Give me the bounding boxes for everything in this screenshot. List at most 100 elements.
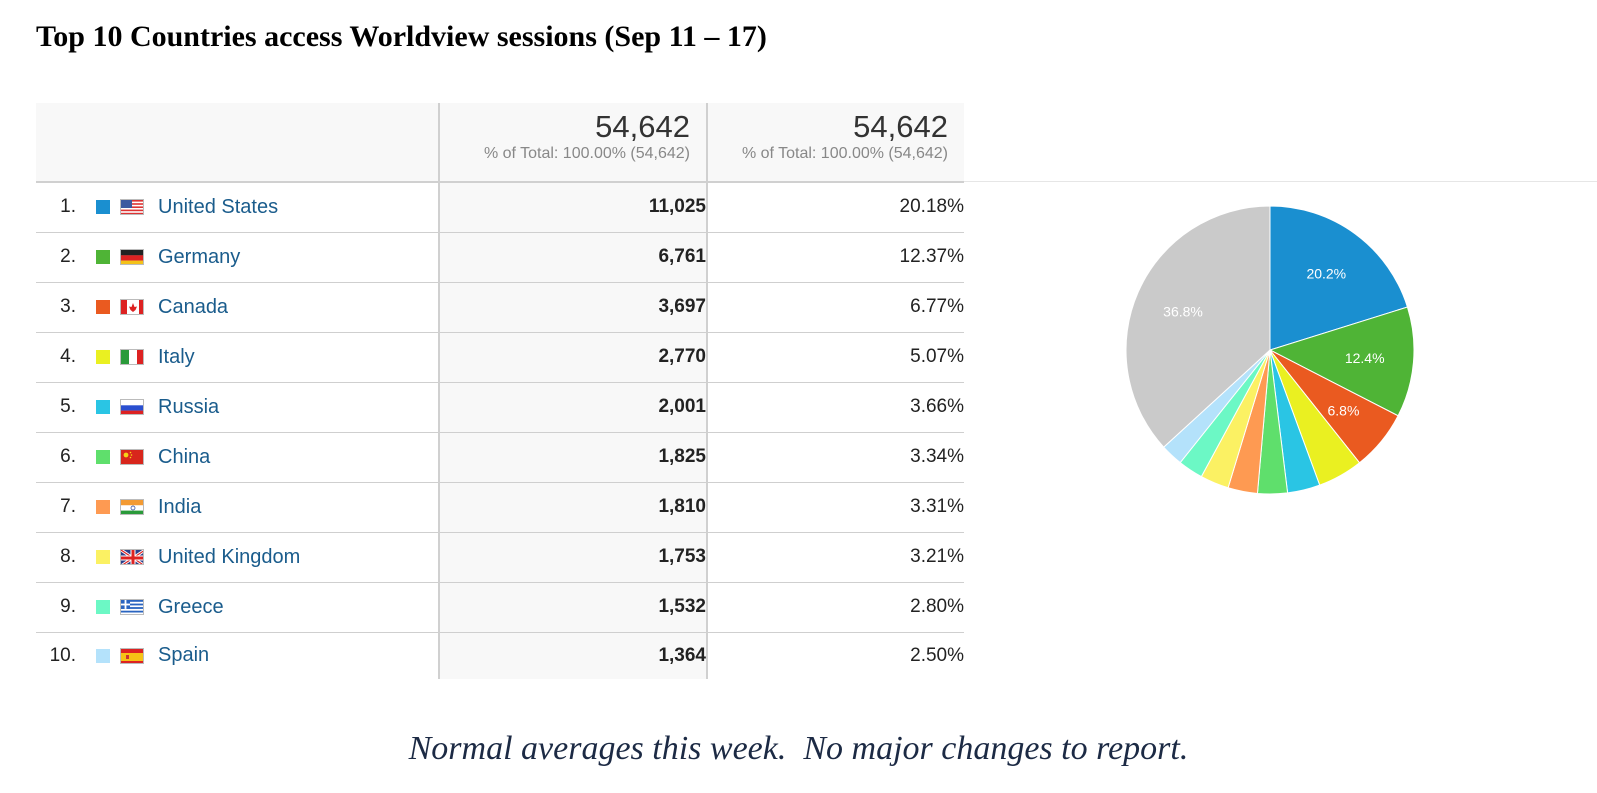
country-link[interactable]: United States [158, 195, 279, 218]
table-row: 4. Italy 2,770 5.07% [36, 332, 964, 383]
country-cell: 4. Italy [36, 332, 440, 383]
row-rank: 9. [60, 596, 76, 617]
sessions-value: 1,532 [439, 582, 708, 633]
pie-slice-label: 20.2% [1306, 265, 1346, 281]
row-rank: 3. [60, 296, 76, 317]
country-link[interactable]: Spain [158, 644, 210, 667]
sessions-value: 6,761 [439, 232, 708, 283]
flag-cn-icon [120, 449, 144, 465]
flag-us-icon [120, 199, 144, 216]
table-header-row: 54,642 % of Total: 100.00% (54,642) 54,6… [36, 103, 964, 183]
row-rank: 6. [60, 446, 76, 467]
legend-swatch [96, 550, 110, 564]
table-row: 3. Canada 3,697 6.77% [36, 282, 964, 333]
country-link[interactable]: Russia [158, 395, 220, 418]
pie-slice-label: 6.8% [1328, 402, 1360, 418]
percent-value: 3.21% [707, 532, 964, 583]
percent-value: 2.80% [707, 582, 964, 633]
country-link[interactable]: Italy [158, 345, 195, 368]
legend-swatch [96, 648, 110, 663]
flag-gr-icon [120, 599, 144, 615]
row-rank: 5. [60, 396, 76, 417]
sessions-value: 1,825 [439, 432, 708, 483]
sessions-value: 11,025 [439, 182, 708, 233]
country-cell: 10. Spain [36, 632, 440, 679]
percent-value: 2.50% [910, 644, 964, 666]
report-title: Top 10 Countries access Worldview sessio… [36, 20, 767, 53]
legend-swatch [96, 200, 110, 215]
country-cell: 7. India [36, 482, 440, 533]
flag-gb-icon [120, 549, 144, 565]
percent-value: 6.77% [707, 282, 964, 333]
sessions-pie-chart: 20.2% 12.4% 6.8% 36.8% [1125, 205, 1415, 495]
country-cell: 9. Greece [36, 582, 440, 633]
table-row: 1. United States 11,025 20.18% [36, 182, 964, 233]
flag-es-icon [120, 647, 144, 664]
country-link[interactable]: Germany [158, 245, 241, 268]
legend-swatch [96, 600, 110, 614]
sessions-value: 2,770 [439, 332, 708, 383]
percent-value: 12.37% [707, 232, 964, 283]
legend-swatch [96, 500, 110, 514]
table-row: 10. Spain 1,364 2.50% [36, 632, 964, 679]
sessions-total-subtext: % of Total: 100.00% (54,642) [483, 145, 690, 162]
country-link[interactable]: Greece [158, 595, 224, 618]
flag-it-icon [120, 349, 144, 365]
legend-swatch [96, 400, 110, 414]
flag-ca-icon [120, 299, 144, 315]
country-link[interactable]: Canada [158, 295, 229, 318]
percent-value: 20.18% [707, 182, 964, 233]
legend-swatch [96, 250, 110, 264]
country-cell: 5. Russia [36, 382, 440, 433]
sessions-value: 1,753 [439, 532, 708, 583]
pie-slice-label: 12.4% [1345, 350, 1385, 366]
sessions-value: 1,364 [439, 632, 708, 679]
row-rank: 2. [60, 246, 76, 267]
table-row: 9. Greece 1,532 2.80% [36, 582, 964, 633]
row-rank: 1. [60, 196, 76, 218]
sessions-value: 3,697 [439, 282, 708, 333]
legend-swatch [96, 350, 110, 364]
percent-value: 3.31% [707, 482, 964, 533]
sessions-value: 2,001 [439, 382, 708, 433]
header-sessions-cell: 54,642 % of Total: 100.00% (54,642) [439, 103, 708, 183]
legend-swatch [96, 300, 110, 314]
summary-note: Normal averages this week. No major chan… [408, 730, 1189, 767]
row-rank: 7. [60, 496, 76, 517]
countries-table: 54,642 % of Total: 100.00% (54,642) 54,6… [36, 103, 964, 679]
country-cell: 6. China [36, 432, 440, 483]
percent-total-subtext: % of Total: 100.00% (54,642) [741, 145, 948, 162]
pie-slice [1269, 205, 1409, 351]
header-dimension-cell [36, 103, 440, 183]
pie-slice [1268, 306, 1415, 417]
table-row: 6. China 1,825 3.34% [36, 432, 964, 483]
country-cell: 3. Canada [36, 282, 440, 333]
country-cell: 1. United States [36, 182, 440, 233]
sessions-total: 54,642 [595, 109, 690, 144]
row-rank: 4. [60, 346, 76, 367]
table-row: 2. Germany 6,761 12.37% [36, 232, 964, 283]
country-cell: 8. United Kingdom [36, 532, 440, 583]
country-link[interactable]: United Kingdom [158, 545, 301, 568]
table-row: 8. United Kingdom 1,753 3.21% [36, 532, 964, 583]
legend-swatch [96, 450, 110, 464]
header-percent-cell: 54,642 % of Total: 100.00% (54,642) [707, 103, 964, 183]
percent-value: 5.07% [707, 332, 964, 383]
table-row: 5. Russia 2,001 3.66% [36, 382, 964, 433]
table-row: 7. India 1,810 3.31% [36, 482, 964, 533]
percent-value: 3.34% [707, 432, 964, 483]
pie-slice-label: 36.8% [1163, 304, 1203, 320]
sessions-value: 1,810 [439, 482, 708, 533]
percent-total: 54,642 [853, 109, 948, 144]
pie-slice [1125, 205, 1271, 448]
row-rank: 8. [60, 546, 76, 567]
flag-in-icon [120, 499, 144, 515]
divider-line [964, 181, 1597, 182]
percent-value: 3.66% [707, 382, 964, 433]
flag-ru-icon [120, 399, 144, 415]
country-link[interactable]: China [158, 445, 211, 468]
country-cell: 2. Germany [36, 232, 440, 283]
row-rank: 10. [49, 644, 76, 666]
country-link[interactable]: India [158, 495, 202, 518]
flag-de-icon [120, 249, 144, 265]
